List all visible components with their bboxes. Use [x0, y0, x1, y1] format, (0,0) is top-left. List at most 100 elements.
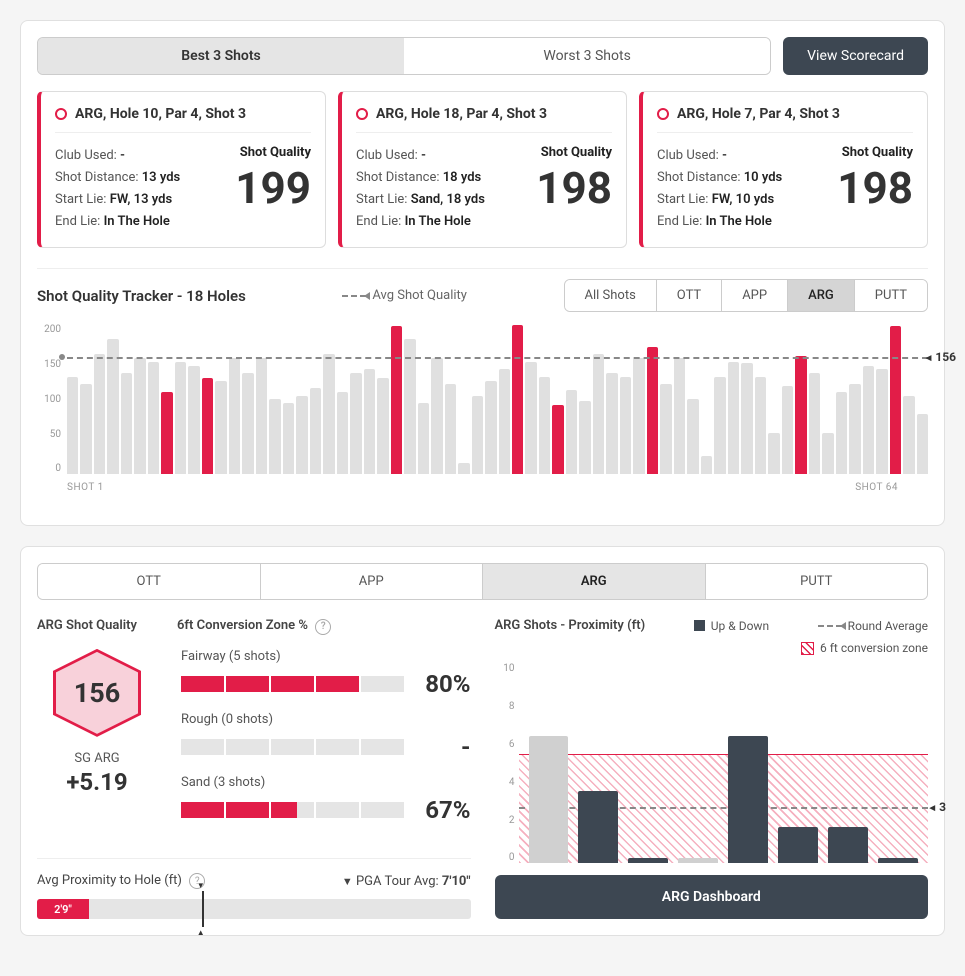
prox-bar[interactable] [678, 858, 718, 863]
tracker-bar[interactable] [202, 378, 213, 474]
tracker-bar[interactable] [620, 377, 631, 475]
tracker-bar[interactable] [755, 377, 766, 475]
x-first: SHOT 1 [67, 482, 104, 493]
tracker-bar[interactable] [121, 373, 132, 474]
tracker-bar[interactable] [242, 373, 253, 474]
tracker-bar[interactable] [890, 326, 901, 475]
tracker-bar[interactable] [418, 403, 429, 474]
tracker-bar[interactable] [768, 433, 779, 474]
tracker-bar[interactable] [633, 358, 644, 474]
conv-bar [181, 676, 405, 692]
tracker-bar[interactable] [229, 358, 240, 474]
prox-bar[interactable] [778, 827, 818, 863]
tracker-bar[interactable] [687, 399, 698, 474]
tracker-bar[interactable] [67, 377, 78, 475]
tracker-bar[interactable] [539, 377, 550, 475]
tracker-bar[interactable] [472, 396, 483, 475]
bottom-tab-arg[interactable]: ARG [483, 564, 706, 599]
prox-bar[interactable] [628, 858, 668, 863]
filter-tab-ott[interactable]: OTT [657, 280, 722, 311]
filter-tab-arg[interactable]: ARG [788, 280, 855, 311]
shot-card[interactable]: ARG, Hole 7, Par 4, Shot 3 Club Used: - … [639, 91, 928, 248]
tracker-bar[interactable] [795, 356, 806, 475]
filter-tab-all-shots[interactable]: All Shots [565, 280, 657, 311]
tracker-bar[interactable] [579, 401, 590, 475]
tracker-bar[interactable] [512, 325, 523, 474]
filter-tab-putt[interactable]: PUTT [855, 280, 927, 311]
help-icon[interactable]: ? [315, 619, 331, 635]
tracker-bar[interactable] [499, 369, 510, 474]
tab-worst-shots[interactable]: Worst 3 Shots [404, 38, 770, 74]
tracker-bar[interactable] [134, 358, 145, 474]
tab-best-shots[interactable]: Best 3 Shots [38, 38, 404, 74]
filter-tab-app[interactable]: APP [722, 280, 788, 311]
tracker-bar[interactable] [404, 339, 415, 474]
tracker-bar[interactable] [107, 339, 118, 474]
tracker-bar[interactable] [836, 392, 847, 475]
tracker-bar[interactable] [94, 354, 105, 474]
tracker-bar[interactable] [876, 369, 887, 474]
tracker-bar[interactable] [593, 354, 604, 474]
legend-round-avg: Round Average [818, 619, 928, 633]
tracker-bar[interactable] [364, 369, 375, 474]
tracker-bar[interactable] [377, 378, 388, 474]
tracker-bar[interactable] [188, 366, 199, 475]
tracker-bar[interactable] [822, 433, 833, 474]
arg-dashboard-button[interactable]: ARG Dashboard [495, 875, 929, 919]
ring-icon [55, 108, 67, 120]
tracker-bar[interactable] [849, 384, 860, 474]
tracker-bar[interactable] [552, 405, 563, 474]
tracker-bar[interactable] [215, 381, 226, 475]
tracker-bar[interactable] [863, 366, 874, 475]
prox-bar[interactable] [578, 791, 618, 864]
tracker-bar[interactable] [445, 384, 456, 474]
tracker-bar[interactable] [917, 414, 928, 474]
tracker-bar[interactable] [741, 363, 752, 474]
tracker-bar[interactable] [728, 362, 739, 475]
prox-avg-value: 3 [927, 800, 946, 814]
bottom-tab-putt[interactable]: PUTT [706, 564, 928, 599]
sq-label: Shot Quality [235, 145, 311, 160]
tracker-bar[interactable] [701, 456, 712, 475]
tracker-bar[interactable] [80, 384, 91, 474]
tracker-bar[interactable] [337, 392, 348, 475]
bottom-tab-app[interactable]: APP [261, 564, 484, 599]
tracker-bar[interactable] [175, 362, 186, 475]
tracker-bar[interactable] [903, 396, 914, 475]
tracker-bar[interactable] [647, 347, 658, 475]
tracker-bar[interactable] [809, 373, 820, 474]
prox-bar[interactable] [728, 736, 768, 863]
view-scorecard-button[interactable]: View Scorecard [783, 37, 928, 75]
shot-card[interactable]: ARG, Hole 10, Par 4, Shot 3 Club Used: -… [37, 91, 326, 248]
tracker-bar[interactable] [269, 399, 280, 474]
prox-bar[interactable] [828, 827, 868, 863]
tracker-bar[interactable] [660, 384, 671, 474]
tracker-bar[interactable] [323, 354, 334, 474]
tracker-bar[interactable] [525, 362, 536, 475]
tracker-bar[interactable] [782, 386, 793, 475]
shot-card-body: Club Used: - Shot Distance: 18 yds Start… [356, 145, 612, 233]
tracker-bar[interactable] [431, 358, 442, 474]
conv-bar [181, 739, 405, 755]
bottom-tab-ott[interactable]: OTT [38, 564, 261, 599]
arg-right: ARG Shots - Proximity (ft) Up & Down Rou… [495, 618, 929, 919]
tracker-bar[interactable] [350, 373, 361, 474]
tracker-bar[interactable] [296, 396, 307, 475]
prox-bar[interactable] [529, 736, 569, 863]
tracker-bar[interactable] [148, 362, 159, 475]
tracker-bar[interactable] [283, 403, 294, 474]
tracker-bar[interactable] [606, 373, 617, 474]
tracker-bar[interactable] [485, 381, 496, 475]
tracker-bar[interactable] [674, 358, 685, 474]
sg-label: SG ARG [37, 751, 157, 766]
shot-card[interactable]: ARG, Hole 18, Par 4, Shot 3 Club Used: -… [338, 91, 627, 248]
tracker-bar[interactable] [256, 358, 267, 474]
tracker-bar[interactable] [310, 388, 321, 474]
tracker-bar[interactable] [714, 377, 725, 475]
prox-bar[interactable] [878, 858, 918, 863]
tracker-bar[interactable] [458, 463, 469, 474]
tracker-bar[interactable] [161, 392, 172, 475]
tracker-bar[interactable] [391, 326, 402, 475]
sq-value: 199 [235, 166, 311, 210]
tracker-bar[interactable] [566, 390, 577, 474]
